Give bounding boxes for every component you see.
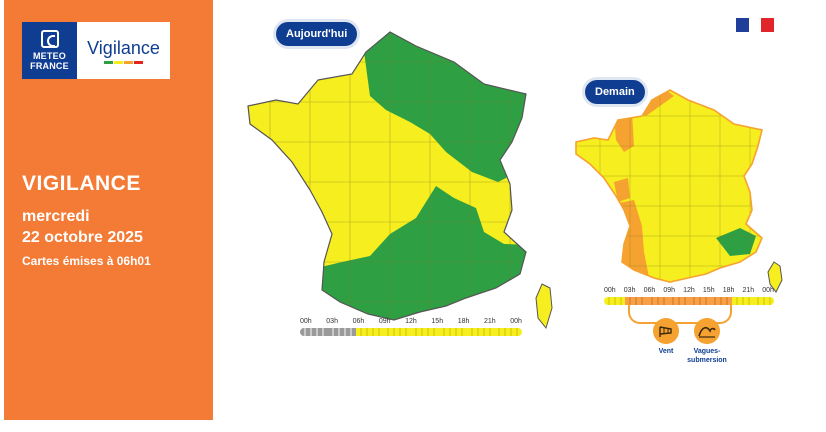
headline-day: mercredi — [22, 208, 90, 225]
meteo-france-emblem-icon — [40, 30, 59, 48]
hour-label: 09h — [663, 287, 676, 294]
headline-block: VIGILANCE mercredi 22 octobre 2025 Carte… — [22, 172, 151, 268]
hour-label: 03h — [326, 318, 338, 325]
timeline-segment-orange — [625, 297, 647, 305]
hour-label: 18h — [457, 318, 470, 325]
vigilance-brand: Vigilance — [77, 22, 170, 79]
timeline-tomorrow-bar — [604, 297, 774, 305]
waves-submersion-icon — [694, 318, 720, 344]
hour-label: 21h — [483, 318, 496, 325]
timeline-segment-grey — [327, 328, 356, 336]
hour-label: 12h — [683, 287, 695, 294]
bar-red — [134, 60, 143, 64]
hour-label: 12h — [405, 318, 417, 325]
hazard-waves-label-line2: submersion — [687, 357, 727, 364]
timeline-today: 00h 03h 06h 09h 12h 15h 18h 21h 00h — [300, 318, 522, 336]
hazard-wind-label: Vent — [658, 348, 674, 355]
label-today: Aujourd'hui — [276, 22, 358, 46]
tomorrow-yellow-zone — [576, 90, 762, 282]
headline-date: 22 octobre 2025 — [22, 229, 143, 246]
timeline-segment-yellow — [752, 297, 774, 305]
timeline-tomorrow-hours: 00h 03h 06h 09h 12h 15h 18h 21h 00h — [604, 287, 774, 294]
today-corsica — [535, 283, 553, 330]
hazard-waves-submersion: Vagues- submersion — [674, 318, 740, 365]
tomorrow-orange-brittany — [614, 178, 630, 202]
wind-icon — [653, 318, 679, 344]
timeline-tomorrow: 00h 03h 06h 09h 12h 15h 18h 21h 00h — [604, 287, 774, 305]
timeline-today-hours: 00h 03h 06h 09h 12h 15h 18h 21h 00h — [300, 318, 522, 325]
timeline-segment-yellow — [604, 297, 626, 305]
timeline-segment-orange — [646, 297, 668, 305]
vigilance-color-bars — [104, 60, 143, 64]
meteo-france-block: METEO FRANCE — [22, 22, 77, 79]
hour-label: 15h — [702, 287, 715, 294]
label-tomorrow: Demain — [585, 80, 645, 104]
bar-green — [104, 60, 113, 64]
timeline-segment-yellow — [411, 328, 439, 336]
tomorrow-orange-manche — [614, 112, 634, 152]
map-tomorrow — [575, 89, 783, 293]
timeline-segment-orange — [710, 297, 732, 305]
hour-label: 09h — [378, 318, 391, 325]
map-today — [247, 31, 553, 330]
timeline-segment-yellow — [466, 328, 495, 336]
hazard-waves-label-line1: Vagues- — [693, 348, 721, 355]
hour-label: 00h — [510, 318, 522, 325]
timeline-segment-yellow — [355, 328, 384, 336]
timeline-segment-yellow — [494, 328, 522, 336]
hour-label: 03h — [623, 287, 636, 294]
hour-label: 21h — [742, 287, 755, 294]
hour-label: 06h — [643, 287, 656, 294]
hour-label: 06h — [352, 318, 365, 325]
tomorrow-green-south-east — [716, 228, 756, 256]
headline-title: VIGILANCE — [22, 172, 141, 195]
hour-label: 00h — [762, 287, 774, 294]
timeline-today-bar — [300, 328, 522, 336]
hour-label: 00h — [604, 287, 616, 294]
org-line2: FRANCE — [30, 61, 69, 71]
meteo-france-logo: METEO FRANCE Vigilance — [22, 22, 170, 79]
tomorrow-corsica — [767, 261, 783, 293]
timeline-segment-orange — [689, 297, 711, 305]
hour-label: 18h — [722, 287, 735, 294]
hazard-wind: Vent — [633, 318, 699, 356]
timeline-segment-grey — [300, 328, 328, 336]
bar-orange — [124, 60, 133, 64]
hour-label: 00h — [300, 318, 312, 325]
timeline-segment-orange — [667, 297, 689, 305]
timeline-segment-yellow — [383, 328, 411, 336]
timeline-segment-yellow — [731, 297, 753, 305]
orange-period-bracket — [628, 304, 732, 324]
hour-label: 15h — [431, 318, 444, 325]
timeline-segment-yellow — [438, 328, 467, 336]
product-name: Vigilance — [87, 37, 160, 58]
bar-yellow — [114, 60, 123, 64]
french-flag-icon — [736, 18, 775, 32]
issued-time: Cartes émises à 06h01 — [22, 254, 151, 268]
org-line1: METEO — [32, 51, 66, 61]
